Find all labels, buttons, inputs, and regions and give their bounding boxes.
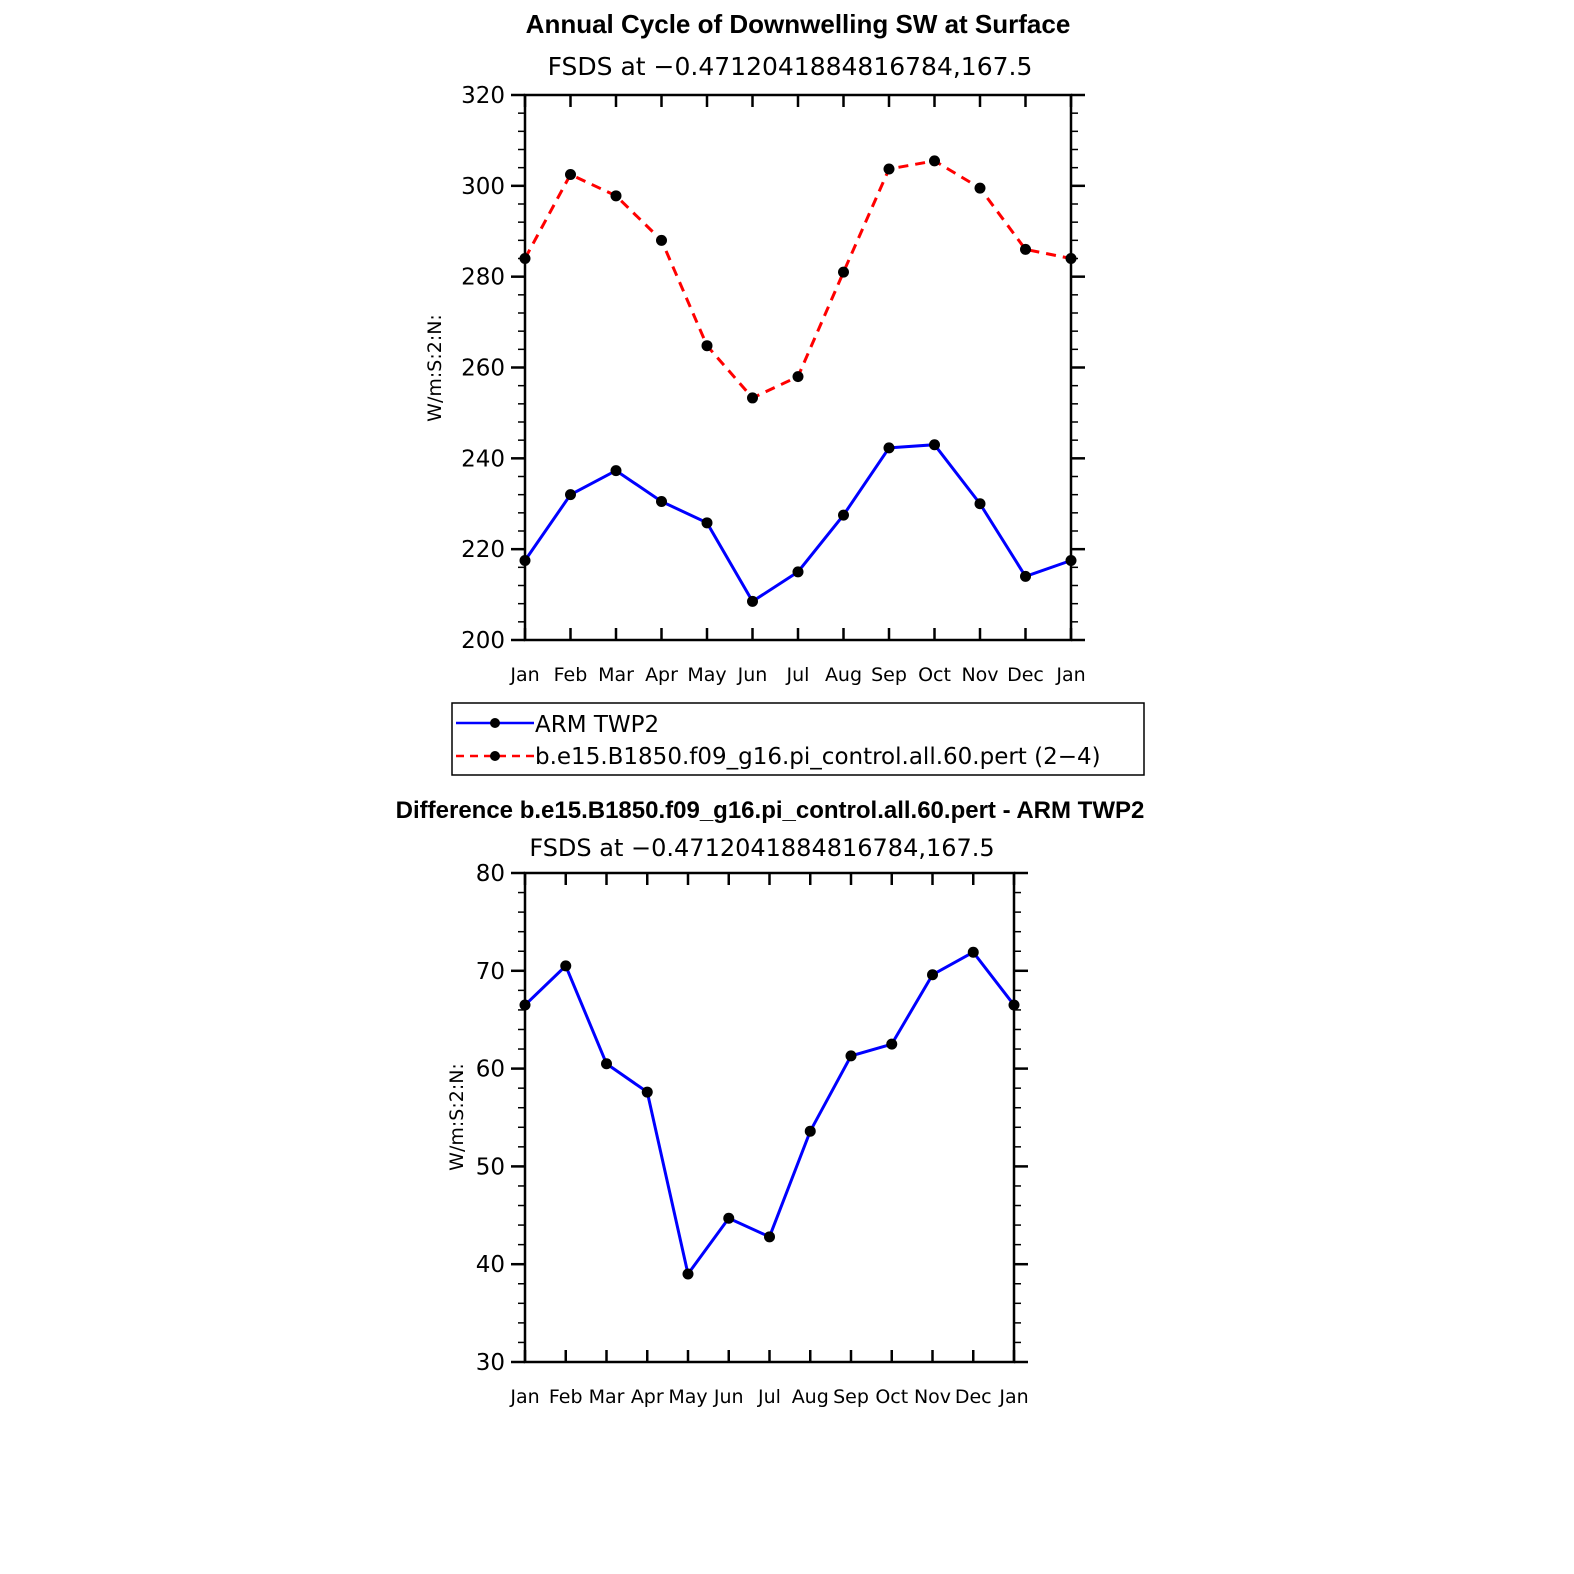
chart1-xtick-label: Sep — [871, 664, 907, 686]
chart2-series-0-point — [601, 1058, 612, 1070]
chart1-xtick-label: Jun — [737, 664, 768, 686]
chart2-plot: Jan Feb Mar Apr May Jun Jul Aug Sep Oct Nov Dec Jan3… — [476, 861, 1029, 1408]
chart2-series-0-point — [927, 969, 938, 981]
chart2-subtitle: FSDS at −0.4712041884816784,167.5 — [529, 834, 994, 862]
chart1-legend: ARM TWP2 b.e15.B1850.f09_g16.pi_control.… — [451, 702, 1145, 776]
chart2-series-0-line — [523, 950, 1016, 1278]
chart2-xtick-label: Sep — [833, 1386, 869, 1408]
legend-label-arm: ARM TWP2 — [535, 712, 659, 738]
chart2-xtick-label: Jun — [713, 1386, 744, 1408]
chart2-xtick-label: Mar — [589, 1386, 625, 1408]
chart2-xtick-label: Dec — [955, 1386, 992, 1408]
chart1-ylabel: W/m:S:2:N: — [424, 314, 446, 422]
chart2-xtick-label: Aug — [792, 1386, 829, 1408]
chart2-series-0-point — [1008, 999, 1020, 1011]
chart2-xtick-label: Apr — [631, 1386, 664, 1408]
chart1-series-0-line — [523, 443, 1072, 604]
chart1-series-0-point — [1065, 555, 1077, 567]
chart2-title: Difference b.e15.B1850.f09_g16.pi_contro… — [396, 797, 1145, 824]
chart2-xtick-label: Feb — [549, 1386, 583, 1408]
chart1-series-1-point — [1065, 253, 1077, 264]
chart1-series-0-point — [656, 495, 667, 507]
chart2-ytick-label: 30 — [476, 1350, 505, 1376]
chart2-ytick-label: 60 — [476, 1057, 505, 1083]
chart2-xtick-label: Jul — [757, 1386, 781, 1408]
chart1-series-1-point — [929, 155, 940, 167]
chart1-series-1-point — [565, 168, 576, 180]
chart1-title: Annual Cycle of Downwelling SW at Surfac… — [526, 9, 1071, 39]
chart1-series-0-point — [792, 566, 804, 578]
chart1-xtick-label: Jan — [1055, 664, 1085, 686]
chart1-ytick-label: 240 — [461, 446, 505, 472]
chart2-ylabel: W/m:S:2:N: — [446, 1063, 468, 1171]
chart1-xtick-label: Dec — [1007, 664, 1044, 686]
chart2-series-0-point — [886, 1038, 898, 1050]
chart2-xtick-label: May — [668, 1386, 707, 1408]
chart1-series-1-point — [974, 182, 986, 194]
legend-box — [451, 702, 1145, 776]
chart1-subtitle: FSDS at −0.4712041884816784,167.5 — [548, 52, 1033, 81]
chart2-series-0-point — [764, 1231, 775, 1243]
chart2-series-0-point — [723, 1212, 735, 1224]
chart1-series-0-point — [610, 465, 622, 477]
chart1-xtick-label: Nov — [961, 664, 998, 686]
chart1-xtick-label: Mar — [598, 664, 634, 686]
chart2-series-0-point — [560, 960, 572, 972]
chart1-series-1-point — [656, 234, 667, 246]
chart1-series-0-point — [1020, 570, 1031, 582]
chart1-ytick-label: 280 — [461, 265, 505, 291]
chart2-ytick-label: 50 — [476, 1154, 505, 1180]
chart1-xtick-label: Feb — [554, 664, 588, 686]
chart2-series-0-point — [519, 999, 531, 1011]
chart1-xtick-label: Apr — [645, 664, 678, 686]
chart2-series-0-point — [641, 1086, 653, 1098]
chart1-ytick-label: 220 — [461, 537, 505, 563]
chart2-plot-frame — [523, 871, 1016, 1364]
chart1-series-1-point — [701, 340, 713, 352]
chart2-ytick-label: 70 — [476, 959, 505, 985]
chart2-series-0-point — [804, 1125, 816, 1137]
chart1-series-1-point — [1020, 243, 1031, 255]
chart1-xtick-label: Oct — [918, 664, 951, 686]
legend-label-model: b.e15.B1850.f09_g16.pi_control.all.60.pe… — [535, 744, 1101, 770]
chart1-series-1-line — [523, 159, 1072, 400]
chart1-series-1-point — [792, 371, 804, 383]
chart1-plot: Jan Feb Mar Apr May Jun Jul Aug Sep Oct Nov Dec Jan2… — [461, 83, 1086, 686]
chart1-ytick-label: 260 — [461, 356, 505, 382]
chart1-series-1-point — [610, 190, 622, 202]
chart1-xtick-label: Aug — [825, 664, 862, 686]
chart1-plot-frame — [523, 93, 1073, 642]
chart1-series-1-point — [883, 163, 895, 175]
chart2-series-0-point — [845, 1050, 857, 1062]
chart1-xtick-label: Jul — [786, 664, 810, 686]
chart1-series-0-point — [565, 489, 576, 501]
chart1-ytick-label: 320 — [461, 83, 505, 109]
chart2-xtick-label: Jan — [998, 1386, 1028, 1408]
chart1-series-0-point — [883, 442, 895, 454]
chart2-series-0-point — [967, 946, 979, 958]
chart1-series-0-point — [747, 595, 758, 607]
chart1-series-1-point — [838, 266, 849, 278]
chart2-series-0-point — [682, 1268, 694, 1280]
chart1-xtick-label: Jan — [509, 664, 539, 686]
chart1-series-0-point — [838, 509, 849, 521]
chart2-xtick-label: Nov — [914, 1386, 951, 1408]
chart1-series-1-point — [519, 253, 531, 264]
chart1-series-1-point — [747, 392, 758, 404]
chart2-xtick-label: Jan — [509, 1386, 539, 1408]
legend-marker-arm — [490, 718, 500, 728]
chart1-ytick-label: 300 — [461, 174, 505, 200]
chart2-ytick-label: 40 — [476, 1252, 505, 1278]
chart2-xtick-label: Oct — [875, 1386, 908, 1408]
chart1-ytick-label: 200 — [461, 628, 505, 654]
legend-marker-model — [490, 751, 500, 761]
chart1-series-0-point — [974, 498, 986, 510]
chart1-series-0-point — [929, 439, 940, 451]
chart2-ytick-label: 80 — [476, 861, 505, 887]
chart1-series-0-point — [701, 517, 713, 529]
chart1-series-0-point — [519, 555, 531, 567]
chart1-xtick-label: May — [687, 664, 726, 686]
